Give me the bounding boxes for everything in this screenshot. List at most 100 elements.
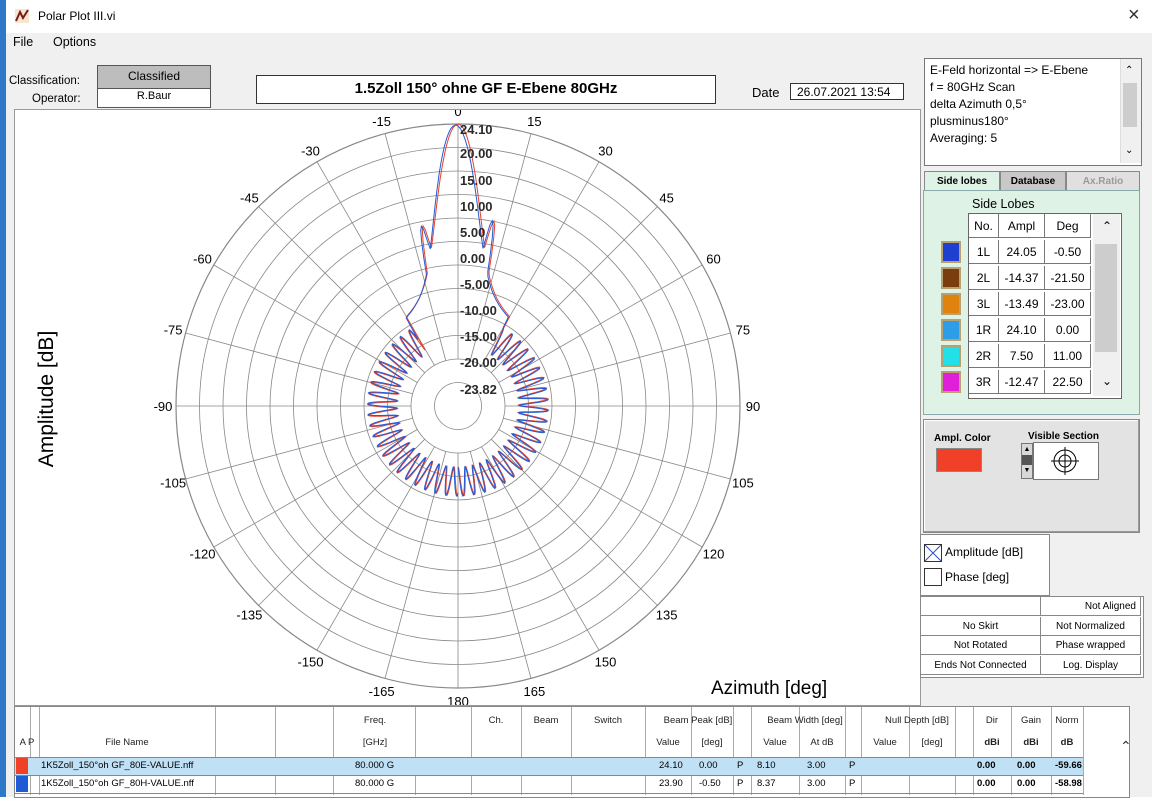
table-scroll-up-icon[interactable]: ⌃ (1120, 738, 1132, 754)
tab-strip: Side lobes Database Ax.Ratio (924, 171, 1140, 191)
angle-label: 165 (524, 684, 546, 699)
amplitude-checkbox[interactable] (924, 544, 942, 562)
hdr-bw-atdb: At dB (810, 737, 834, 748)
hdr-bp-value: Value (656, 737, 680, 748)
amplitude-legend-label: Amplitude [dB] (945, 545, 1024, 559)
scroll-up-icon[interactable]: ⌃ (1102, 219, 1113, 233)
hdr-null-depth: Null Depth [dB] (885, 715, 949, 726)
hdr-ch: Ch. (488, 715, 504, 726)
cell-p1: P (737, 760, 744, 771)
stepper-down-icon[interactable]: ▼ (1023, 467, 1031, 474)
lobe-color-swatch[interactable] (941, 319, 961, 341)
ampl-panel: Ampl. Color Visible Section ▲ ▼ (923, 419, 1140, 533)
date-field[interactable]: 26.07.2021 13:54 (790, 83, 904, 100)
tab-ax-ratio[interactable]: Ax.Ratio (1066, 171, 1140, 191)
scroll-up-icon[interactable]: ⌃ (1125, 65, 1134, 76)
row-color-swatch[interactable] (16, 758, 28, 774)
polar-labels: 0 15 30 45 60 75 90 105 120 135 150 165 180 -165 -150 -… (154, 110, 761, 705)
lobe-color-swatch[interactable] (941, 267, 961, 289)
section-stepper[interactable]: ▲ ▼ (1021, 443, 1033, 479)
hdr-switch: Switch (594, 715, 622, 726)
file-table[interactable]: Freq. [GHz] Ch. Beam Switch Beam Peak [d… (14, 706, 1130, 798)
lobe-cell-deg: 0.00 (1045, 318, 1091, 342)
menu-file[interactable]: File (13, 35, 34, 49)
lobe-color-swatch[interactable] (941, 241, 961, 263)
stepper-up-icon[interactable]: ▲ (1023, 446, 1031, 453)
angle-label: 120 (703, 547, 725, 562)
radial-label: 24.10 (460, 122, 493, 137)
cell-bw_atdb: 3.00 (807, 760, 826, 771)
side-lobes-title: Side Lobes (972, 197, 1035, 211)
scroll-thumb[interactable] (1123, 83, 1137, 127)
angle-label: 75 (736, 323, 750, 338)
classification-label: Classification: (9, 75, 80, 87)
visible-section-label: Visible Section (1028, 431, 1099, 442)
radial-label: 10.00 (460, 199, 493, 214)
side-lobes-table[interactable]: No. Ampl Deg 1L 24.05 -0.50 2L -14.37 -21.50 3… (968, 213, 1122, 399)
info-textbox[interactable]: E-Feld horizontal => E-Ebene f = 80GHz S… (924, 58, 1142, 166)
grid-spoke (469, 133, 532, 361)
lobe-cell-no: 3L (969, 292, 999, 316)
lobe-color-swatch[interactable] (941, 371, 961, 393)
angle-label: 45 (659, 190, 673, 205)
col-header-no: No. (969, 214, 999, 238)
grid-spoke (258, 206, 426, 374)
angle-label: 30 (598, 144, 612, 159)
angle-label: 135 (656, 608, 678, 623)
ampl-color-swatch[interactable] (936, 448, 982, 472)
crosshair-icon (1051, 447, 1079, 475)
radial-label: -5.00 (460, 277, 490, 292)
angle-label: -60 (193, 252, 212, 267)
angle-label: -150 (297, 655, 323, 670)
lobe-color-swatch[interactable] (941, 345, 961, 367)
status-cell: Phase wrapped (1041, 636, 1141, 655)
hdr-norm-unit: dB (1060, 737, 1074, 748)
lobe-scrollbar[interactable]: ⌃ ⌄ (1093, 214, 1120, 396)
scroll-thumb[interactable] (1095, 244, 1117, 352)
plot-title[interactable]: 1.5Zoll 150° ohne GF E-Ebene 80GHz (256, 75, 716, 104)
grid-spoke (498, 264, 703, 383)
scroll-down-icon[interactable]: ⌄ (1102, 374, 1113, 388)
status-cell: Not Aligned (1041, 597, 1141, 616)
scroll-down-icon[interactable]: ⌄ (1125, 145, 1134, 156)
grid-spoke (503, 417, 731, 480)
angle-label: -165 (369, 684, 395, 699)
tab-side-lobes[interactable]: Side lobes (924, 171, 1000, 191)
status-cell: Not Rotated (921, 636, 1041, 655)
tab-database[interactable]: Database (1000, 171, 1066, 191)
table-row[interactable] (15, 775, 1083, 794)
cell-dir: 0.00 (977, 760, 996, 771)
grid-spoke (258, 438, 426, 606)
plot-legend: Amplitude [dB] Phase [deg] (920, 534, 1050, 596)
phase-checkbox[interactable] (924, 568, 942, 586)
cell-norm: -58.98 (1055, 778, 1082, 789)
angle-label: -30 (301, 144, 320, 159)
row-color-swatch[interactable] (16, 776, 28, 792)
lobe-cell-ampl: 7.50 (999, 344, 1045, 368)
hdr-freq: Freq. (363, 715, 387, 726)
hdr-dir: Dir (985, 715, 999, 726)
menu-bar (6, 33, 1152, 53)
cell-p1: P (737, 778, 744, 789)
hdr-nd-value: Value (873, 737, 897, 748)
cell-file: 1K5Zoll_150°oh GF_80H-VALUE.nff (41, 778, 194, 789)
hdr-dir-unit: dBi (984, 737, 1000, 748)
lobe-color-swatch[interactable] (941, 293, 961, 315)
operator-field[interactable]: R.Baur (97, 88, 211, 108)
info-scrollbar[interactable]: ⌃ ⌄ (1120, 59, 1141, 163)
menu-options[interactable]: Options (53, 35, 97, 49)
polar-plot[interactable]: 0 15 30 45 60 75 90 105 120 135 150 165 180 -165 -150 -… (14, 109, 921, 706)
close-icon[interactable]: × (1128, 4, 1140, 26)
window-title: Polar Plot III.vi (38, 9, 116, 23)
visible-section-picker[interactable] (1033, 442, 1099, 480)
angle-label: 60 (706, 252, 720, 267)
status-cell: Not Normalized (1041, 616, 1141, 636)
hdr-beam-peak: Beam Peak [dB] (663, 715, 733, 726)
cell-bw_value: 8.37 (757, 778, 776, 789)
cell-gain: 0.00 (1017, 778, 1036, 789)
cell-bw_atdb: 3.00 (807, 778, 826, 789)
classification-field[interactable]: Classified (97, 65, 211, 89)
grid-spoke (384, 133, 447, 361)
lobe-cell-no: 2L (969, 266, 999, 290)
status-cell (921, 597, 1041, 616)
